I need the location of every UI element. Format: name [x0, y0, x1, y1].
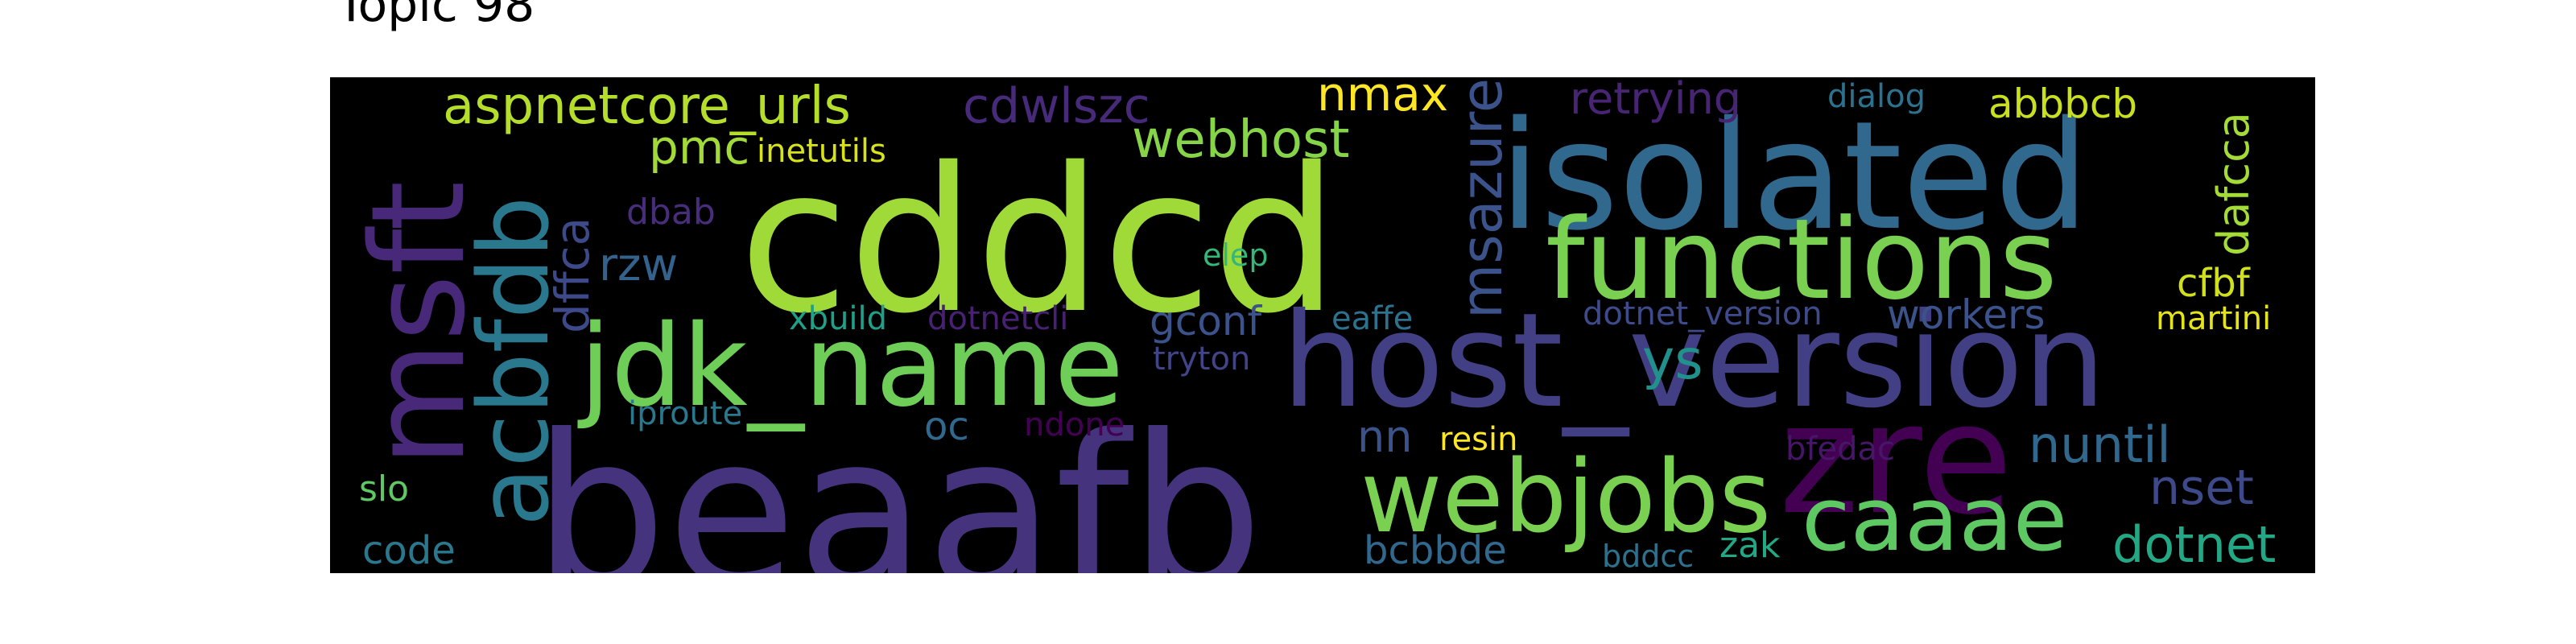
cloud-word: cfbf — [2177, 261, 2250, 306]
cloud-word: xbuild — [789, 300, 888, 337]
cloud-word: nset — [2149, 460, 2254, 516]
cloud-word: cddcd — [739, 126, 1339, 357]
cloud-word: zak — [1719, 525, 1781, 566]
cloud-word: nuntil — [2029, 415, 2171, 474]
cloud-word: martini — [2156, 300, 2272, 337]
cloud-word: rzw — [599, 239, 679, 291]
cloud-word: iproute — [628, 395, 743, 432]
cloud-word: msazure — [1449, 78, 1515, 319]
cloud-word: dbab — [626, 192, 716, 233]
cloud-word: resin — [1439, 421, 1518, 458]
cloud-word: webjobs — [1360, 440, 1772, 555]
cloud-word: jdk_name — [580, 301, 1124, 432]
cloud-word: gconf — [1150, 298, 1262, 345]
cloud-word: bcbbde — [1364, 528, 1507, 573]
cloud-word: code — [362, 528, 456, 573]
cloud-word: dialog — [1827, 78, 1926, 115]
cloud-word: dffca — [545, 217, 600, 333]
cloud-word: cdwlszc — [963, 78, 1150, 134]
cloud-word: abbbcb — [1988, 80, 2138, 127]
cloud-word: ndone — [1024, 407, 1125, 444]
cloud-word: aspnetcore_urls — [443, 77, 851, 136]
cloud-word: tryton — [1153, 341, 1251, 378]
figure-title: Topic 98 — [336, 0, 535, 33]
cloud-word: host_version — [1282, 286, 2107, 437]
cloud-word: ys — [1642, 328, 1703, 392]
cloud-word: workers — [1887, 291, 2046, 338]
cloud-word: bfedac — [1785, 431, 1895, 468]
cloud-word: dotnet — [2112, 515, 2277, 573]
cloud-word: oc — [924, 404, 969, 449]
cloud-word: nn — [1357, 411, 1413, 462]
cloud-word: zre — [1779, 370, 2013, 548]
cloud-word: pmc — [649, 120, 750, 175]
cloud-word: eaffe — [1331, 300, 1414, 337]
cloud-word: dotnetcli — [927, 300, 1069, 337]
cloud-word: nmax — [1317, 77, 1449, 122]
cloud-word: isolated — [1499, 89, 2090, 263]
cloud-word: inetutils — [757, 133, 886, 170]
cloud-word: beaafb — [533, 390, 1264, 574]
cloud-word: webhost — [1132, 110, 1350, 170]
cloud-word: elep — [1203, 237, 1269, 273]
cloud-word: dotnet_version — [1583, 295, 1823, 332]
cloud-word: slo — [359, 469, 410, 510]
cloud-word: caaae — [1802, 468, 2068, 571]
word-cloud: beaafb cddcd host_version isolated funct… — [330, 77, 2315, 573]
cloud-word: retrying — [1570, 77, 1742, 124]
cloud-word: bddcc — [1602, 539, 1695, 573]
cloud-word: functions — [1546, 195, 2058, 324]
cloud-word: dafcca — [2208, 112, 2259, 256]
